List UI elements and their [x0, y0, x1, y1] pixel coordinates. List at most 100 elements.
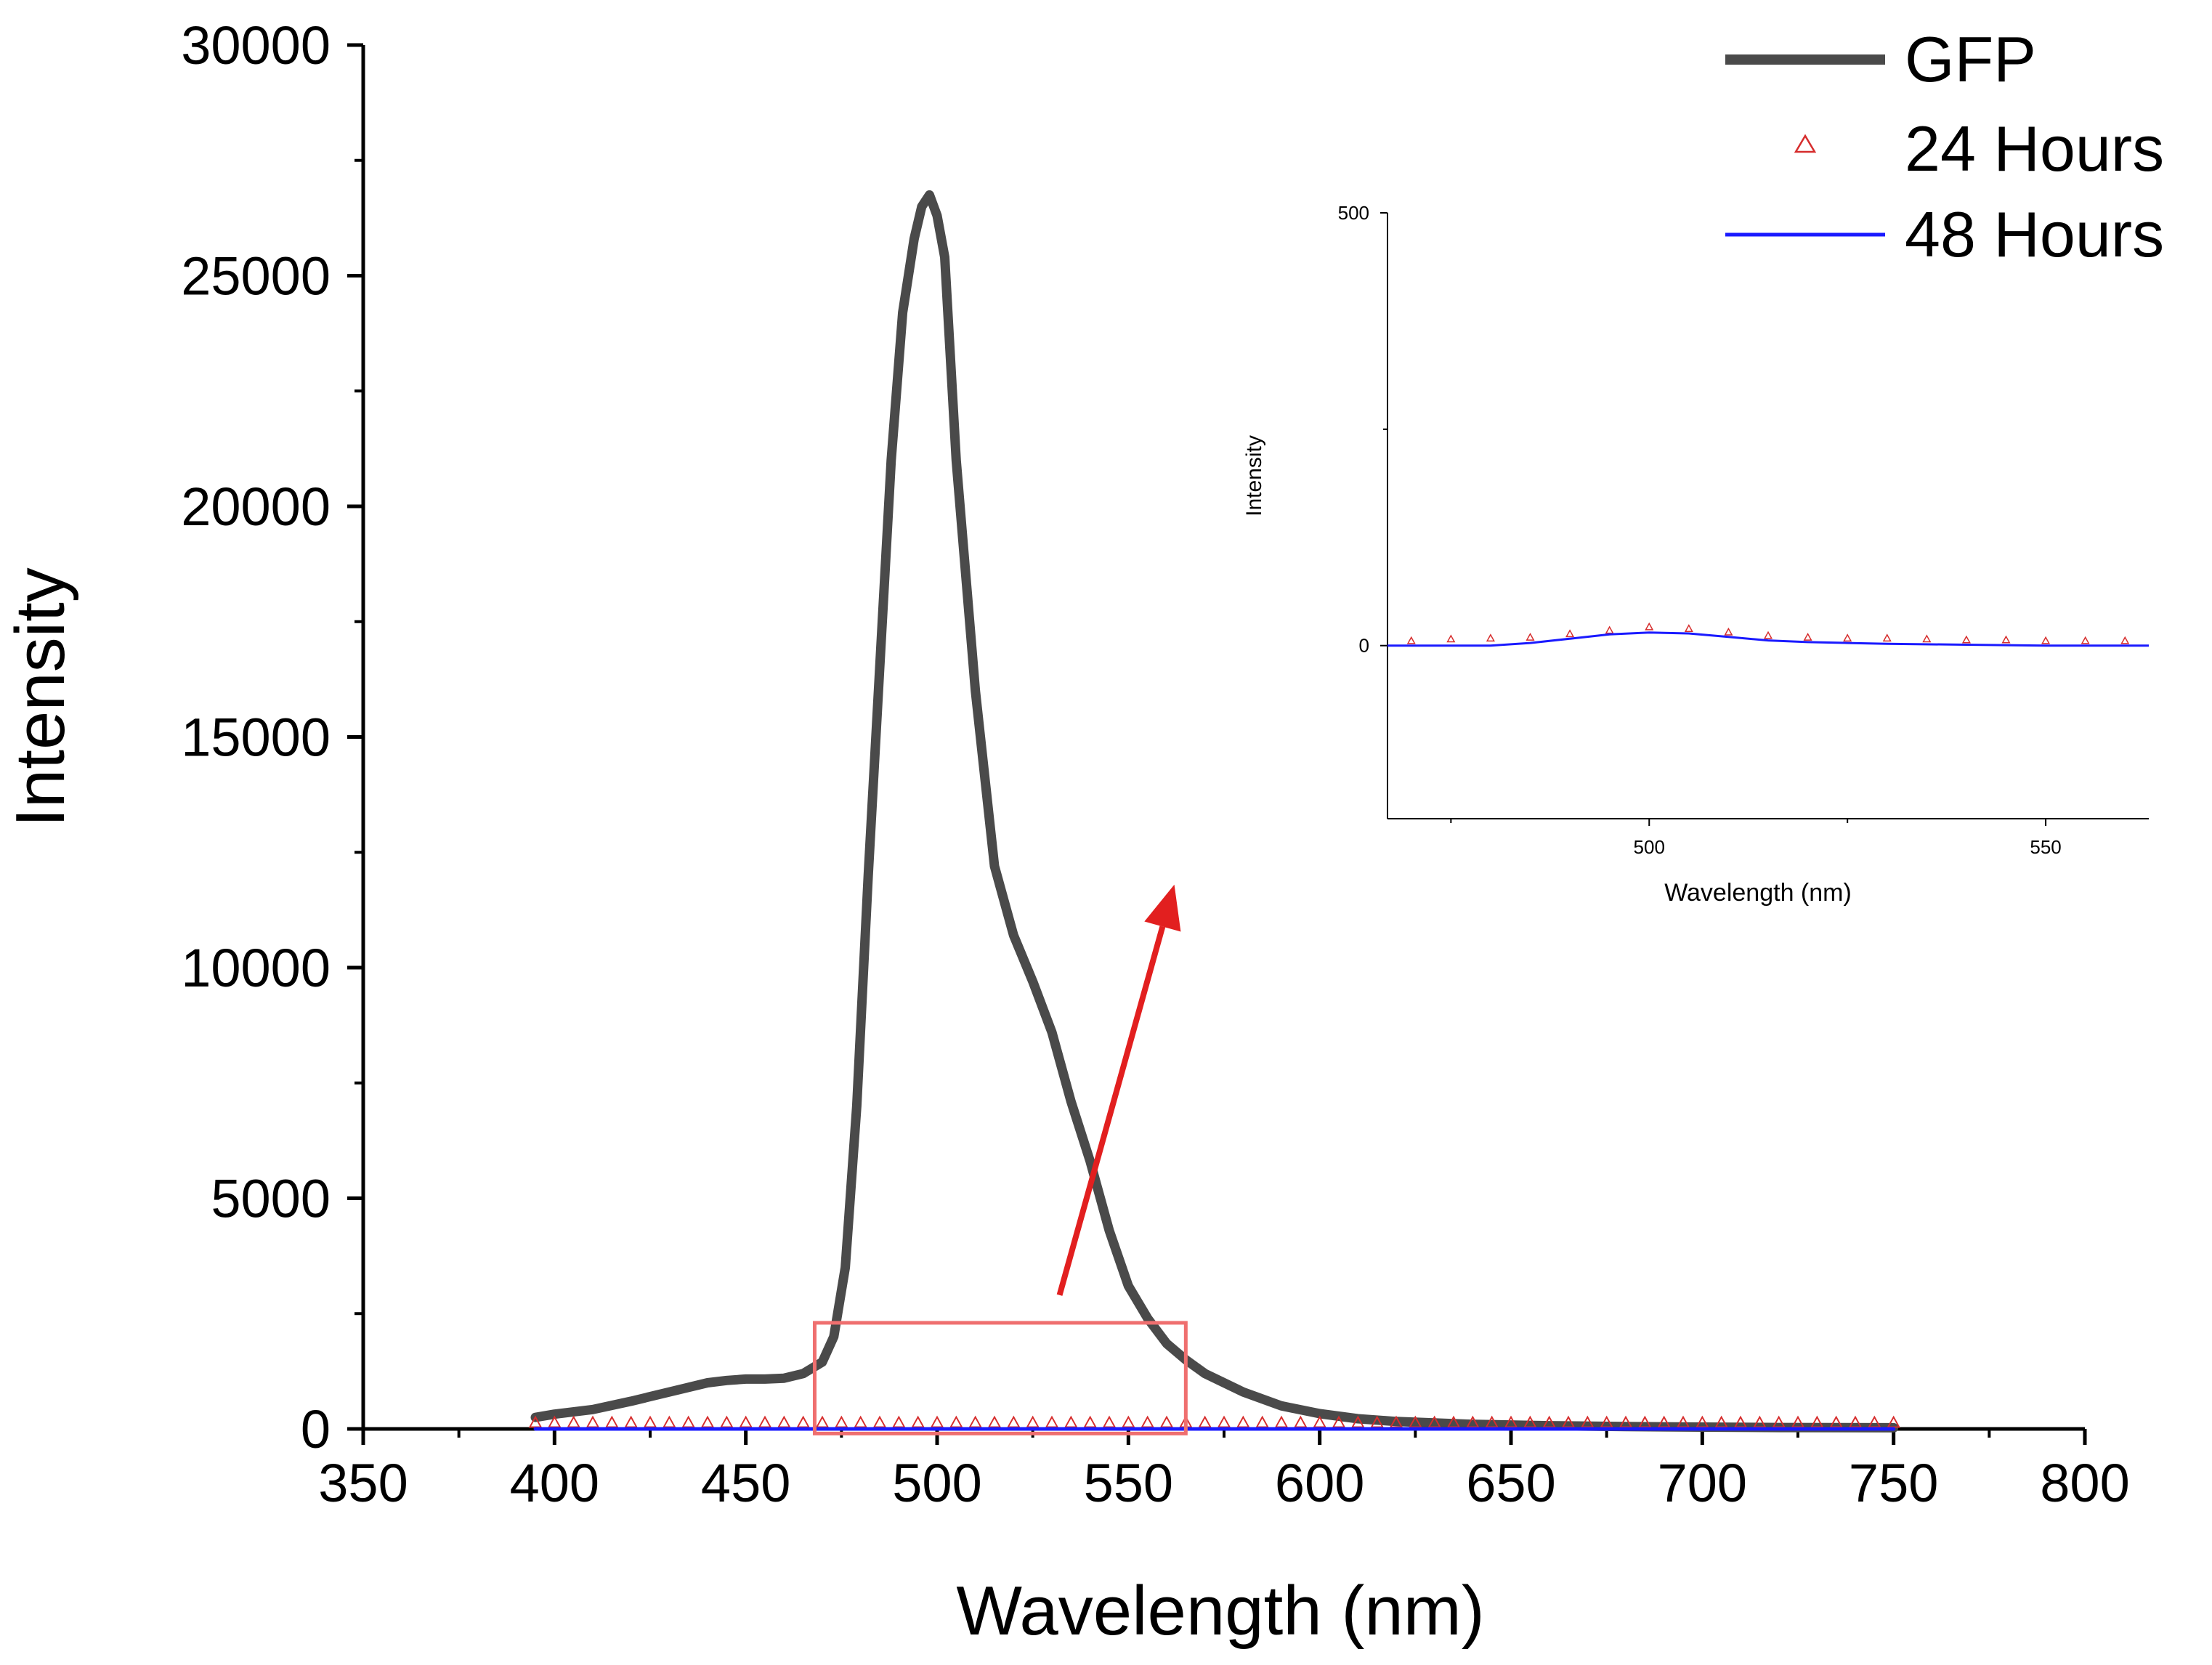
- 24-hours-marker: [1466, 1415, 1480, 1428]
- 24-hours-marker: [1753, 1415, 1767, 1428]
- inset-axes: 500 550 0 500: [1338, 202, 2149, 858]
- 24-hours-marker: [1274, 1415, 1289, 1428]
- 24-hours-marker: [567, 1415, 580, 1428]
- main-series-layer: [528, 190, 1900, 1433]
- inset-24-hours-marker: [1645, 622, 1654, 631]
- 24-hours-marker: [1791, 1415, 1805, 1428]
- inset-24-hours-marker: [2120, 636, 2130, 644]
- x-tick-label: 700: [1658, 1453, 1747, 1513]
- 24-hours-marker: [777, 1415, 791, 1428]
- x-tick-label: 550: [1084, 1453, 1173, 1513]
- 24-hours-marker: [624, 1415, 638, 1428]
- x-tick-label: 800: [2040, 1453, 2129, 1513]
- 24-hours-marker: [1638, 1415, 1652, 1428]
- inset-y-tick-label: 0: [1359, 635, 1369, 657]
- inset-24-hours-marker: [1922, 634, 1932, 643]
- inset-24-hours-marker: [1961, 635, 1971, 644]
- inset-24-hours-marker: [1526, 633, 1535, 641]
- inset-24-hours-marker: [1486, 633, 1495, 642]
- inset-24-hours-marker: [1684, 624, 1693, 633]
- 24-hours-marker: [1198, 1415, 1212, 1428]
- inset-series-layer: [1387, 622, 2149, 647]
- inset-24-hours-marker: [2041, 636, 2051, 644]
- 24-hours-marker: [930, 1415, 944, 1428]
- 24-hours-marker: [1485, 1415, 1499, 1428]
- 24-hours-marker: [1619, 1415, 1633, 1428]
- inset-24-hours-marker: [1565, 629, 1575, 638]
- 24-hours-marker: [1848, 1415, 1863, 1428]
- 24-hours-marker: [681, 1415, 695, 1428]
- 24-hours-marker: [1600, 1415, 1613, 1428]
- 24-hours-marker: [968, 1415, 982, 1428]
- inset-24-hours-marker: [1724, 627, 1733, 636]
- 24-hours-marker: [949, 1415, 963, 1428]
- x-tick-label: 450: [701, 1453, 790, 1513]
- 24-hours-marker: [1141, 1415, 1154, 1428]
- inset-24-hours-marker: [2001, 635, 2011, 644]
- y-tick-label: 10000: [181, 938, 331, 998]
- x-tick-label: 650: [1466, 1453, 1555, 1513]
- 24-hours-marker: [1122, 1415, 1135, 1428]
- y-tick-label: 25000: [181, 246, 331, 307]
- zoom-arrow-shaft: [1056, 925, 1166, 1296]
- 24-hours-marker: [586, 1415, 600, 1428]
- 24-hours-marker: [739, 1415, 753, 1428]
- 24-hours-marker: [1714, 1415, 1728, 1428]
- 24-hours-marker: [1523, 1415, 1537, 1428]
- 24-hours-marker: [1868, 1415, 1881, 1428]
- 24-hours-marker: [1083, 1415, 1097, 1428]
- inset-24-hours-marker: [1605, 625, 1614, 634]
- 24-hours-marker: [1159, 1415, 1174, 1428]
- 24-hours-marker: [1217, 1415, 1231, 1428]
- 24-hours-marker: [1581, 1415, 1595, 1428]
- zoom-region-box: [812, 1321, 1188, 1435]
- gfp-series-line: [530, 190, 1899, 1433]
- y-tick-label: 30000: [181, 15, 331, 76]
- 24-hours-marker: [1313, 1415, 1326, 1428]
- 24-hours-marker: [758, 1415, 772, 1428]
- 24-hours-marker: [700, 1415, 715, 1428]
- 24-hours-marker: [1332, 1415, 1346, 1428]
- inset-24-hours-marker: [2081, 636, 2090, 644]
- 24-hours-marker: [796, 1415, 810, 1428]
- inset-x-tick-label: 500: [1634, 836, 1665, 858]
- inset-y-tick-label: 500: [1338, 202, 1369, 224]
- inset-y-axis-title: Intensity: [1242, 435, 1266, 516]
- main-axes: 350 400 450 500 550 600 650 700 750 8000500010000…: [181, 15, 2130, 1513]
- x-tick-label: 750: [1849, 1453, 1938, 1513]
- 24-hours-marker: [835, 1415, 848, 1428]
- 24-hours-marker: [1389, 1415, 1403, 1428]
- 24-hours-marker: [815, 1415, 830, 1428]
- 24-hours-series-markers: [528, 1415, 1900, 1428]
- inset-24-hours-marker: [1882, 633, 1892, 642]
- 24-hours-marker: [605, 1415, 619, 1428]
- 24-hours-marker: [892, 1415, 906, 1428]
- inset-24-hours-marker: [1446, 634, 1456, 643]
- inset-24-hours-marker: [1803, 633, 1812, 641]
- 24-hours-marker: [1064, 1415, 1078, 1428]
- 24-hours-marker: [1236, 1415, 1250, 1428]
- inset-24-hours-marker: [1763, 631, 1773, 639]
- x-tick-label: 500: [892, 1453, 981, 1513]
- x-tick-label: 350: [318, 1453, 408, 1513]
- y-tick-label: 15000: [181, 708, 331, 768]
- 24-hours-marker: [872, 1415, 887, 1428]
- legend-48h-label: 48 Hours: [1905, 198, 2164, 270]
- inset-24-hours-marker: [1843, 633, 1852, 642]
- inset-48-hours-series-line: [1387, 631, 2149, 647]
- main-annotations: [812, 884, 1188, 1435]
- legend-24h-label: 24 Hours: [1905, 113, 2164, 185]
- inset-plot: 500 550 0 500 Wavelength (nm) Intensity: [1242, 202, 2149, 907]
- inset-24-hours-marker: [1406, 636, 1416, 644]
- inset-x-axis-title: Wavelength (nm): [1664, 879, 1852, 907]
- 24-hours-marker: [1370, 1415, 1384, 1428]
- 24-hours-marker: [1351, 1415, 1365, 1428]
- y-tick-label: 5000: [211, 1169, 331, 1229]
- 24-hours-marker: [1255, 1415, 1269, 1428]
- 24-hours-marker: [663, 1415, 676, 1428]
- legend-gfp-label: GFP: [1905, 23, 2036, 95]
- y-tick-label: 0: [301, 1399, 331, 1459]
- 24-hours-marker: [548, 1415, 562, 1428]
- 24-hours-marker: [720, 1415, 734, 1428]
